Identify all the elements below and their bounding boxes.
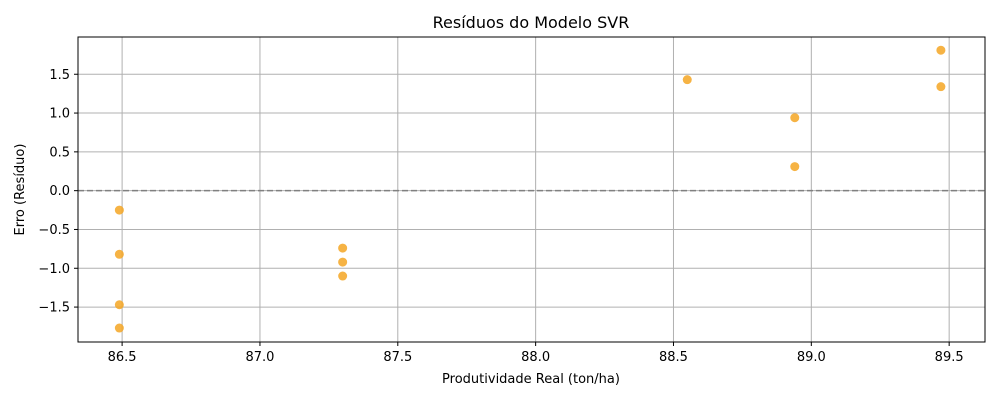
scatter-point (682, 75, 692, 85)
x-axis-label: Produtividade Real (ton/ha) (442, 372, 620, 387)
x-tick-label: 89.5 (935, 350, 964, 365)
scatter-points (114, 45, 946, 333)
y-tick-label: −1.5 (38, 301, 70, 316)
chart-title: Resíduos do Modelo SVR (433, 13, 630, 32)
x-tick-label: 88.0 (521, 350, 550, 365)
y-tick-label: 0.5 (49, 145, 70, 160)
x-axis-ticks: 86.5 87.0 87.5 88.0 88.5 89.0 89.5 (108, 342, 964, 365)
scatter-point (790, 162, 800, 172)
scatter-point (114, 249, 124, 259)
plot-frame (77, 36, 986, 343)
x-tick-label: 87.0 (245, 350, 274, 365)
x-tick-label: 87.5 (383, 350, 412, 365)
scatter-point (338, 243, 348, 253)
y-tick-label: −1.0 (38, 262, 70, 277)
y-axis-label: Erro (Resíduo) (13, 144, 28, 236)
scatter-point (338, 271, 348, 281)
scatter-point (936, 82, 946, 92)
y-tick-label: −0.5 (38, 223, 70, 238)
y-tick-label: 0.0 (49, 184, 70, 199)
scatter-point (114, 300, 124, 310)
scatter-point (936, 45, 946, 55)
x-tick-label: 89.0 (797, 350, 826, 365)
x-tick-label: 86.5 (108, 350, 137, 365)
scatter-point (338, 257, 348, 267)
grid-lines (78, 37, 985, 342)
y-tick-label: 1.0 (49, 107, 70, 122)
scatter-point (114, 323, 124, 333)
x-tick-label: 88.5 (659, 350, 688, 365)
y-axis-ticks: −1.5 −1.0 −0.5 0.0 0.5 1.0 1.5 (38, 68, 78, 316)
y-tick-label: 1.5 (49, 68, 70, 83)
scatter-point (790, 113, 800, 123)
scatter-point (114, 205, 124, 215)
